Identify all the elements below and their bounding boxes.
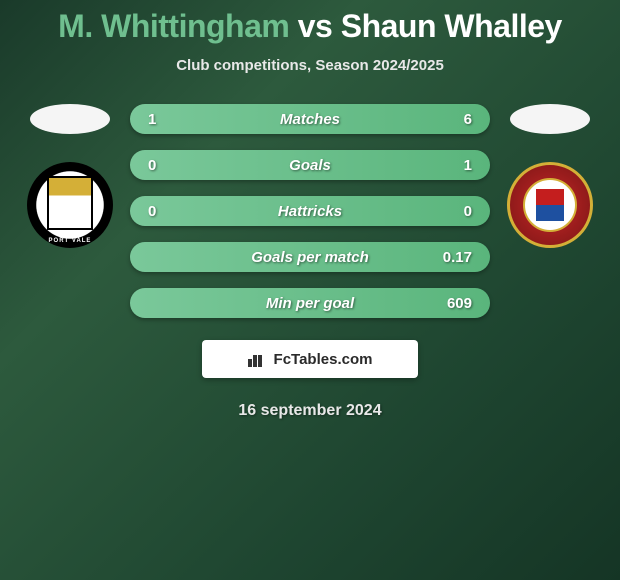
- stat-label: Hattricks: [278, 203, 342, 220]
- stats-bars: 1 Matches 6 0 Goals 1 0 Hattricks 0 Goal…: [130, 104, 490, 318]
- stat-label: Min per goal: [266, 295, 354, 312]
- stat-row-matches: 1 Matches 6: [130, 104, 490, 134]
- stat-row-hattricks: 0 Hattricks 0: [130, 196, 490, 226]
- stat-left-value: 0: [148, 203, 156, 220]
- branding-box[interactable]: FcTables.com: [202, 340, 418, 378]
- stat-right-value: 1: [464, 157, 472, 174]
- stat-left-value: 1: [148, 111, 156, 128]
- club-badge-port-vale: PORT VALE: [27, 162, 113, 248]
- stat-left-value: 0: [148, 157, 156, 174]
- stat-right-value: 609: [447, 295, 472, 312]
- stat-label: Matches: [280, 111, 340, 128]
- main-content: PORT VALE 1 Matches 6 0 Goals 1 0 Hattri…: [0, 104, 620, 318]
- vs-text: vs: [298, 8, 333, 44]
- stat-label: Goals: [289, 157, 331, 174]
- player1-name: M. Whittingham: [58, 8, 289, 44]
- subtitle: Club competitions, Season 2024/2025: [0, 57, 620, 74]
- stat-row-goals-per-match: Goals per match 0.17: [130, 242, 490, 272]
- date-text: 16 september 2024: [0, 402, 620, 420]
- branding-text: FcTables.com: [274, 351, 373, 368]
- player2-avatar: [510, 104, 590, 134]
- player2-name: Shaun Whalley: [341, 8, 562, 44]
- stat-label: Goals per match: [251, 249, 369, 266]
- stat-right-value: 0: [464, 203, 472, 220]
- stat-right-value: 6: [464, 111, 472, 128]
- page-title: M. Whittingham vs Shaun Whalley: [0, 0, 620, 45]
- club-badge-accrington: [507, 162, 593, 248]
- stat-row-min-per-goal: Min per goal 609: [130, 288, 490, 318]
- chart-icon: [248, 351, 268, 367]
- left-side: PORT VALE: [20, 104, 120, 248]
- stat-right-value: 0.17: [443, 249, 472, 266]
- badge-text: PORT VALE: [49, 238, 92, 244]
- right-side: [500, 104, 600, 248]
- stat-row-goals: 0 Goals 1: [130, 150, 490, 180]
- player1-avatar: [30, 104, 110, 134]
